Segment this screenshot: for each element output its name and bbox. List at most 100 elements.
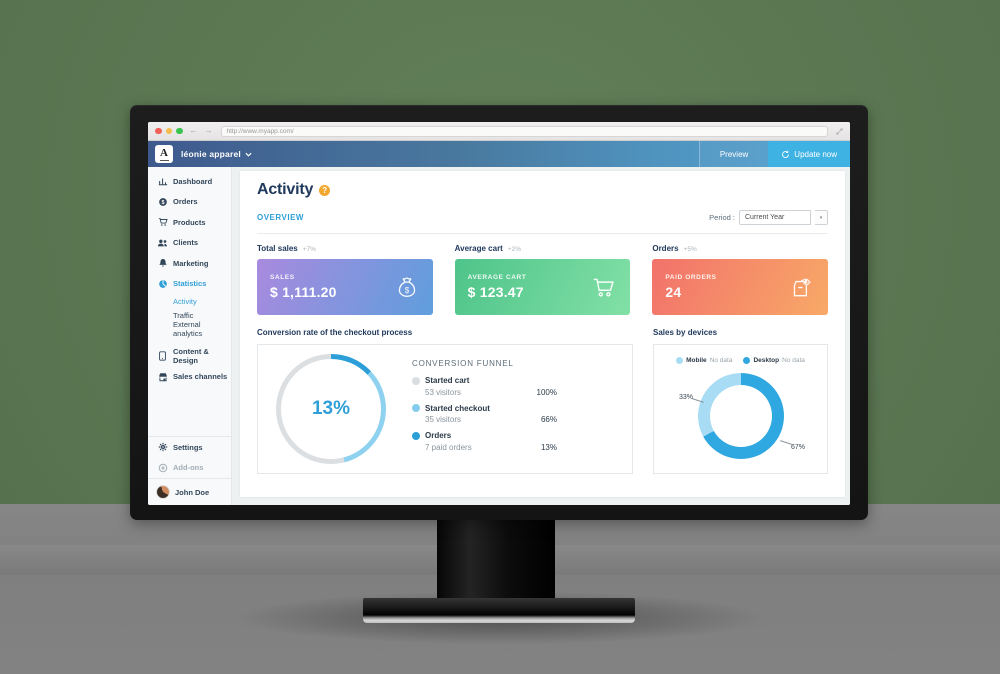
paid-orders-card: PAID ORDERS 24 [652, 259, 829, 315]
back-icon[interactable]: ← [189, 126, 198, 135]
orders-label: Orders [652, 244, 679, 253]
sidebar-item-settings[interactable]: Settings [148, 437, 231, 458]
step-detail: 7 paid orders [425, 442, 472, 452]
sidebar-item-label: Products [173, 217, 206, 227]
minimize-window-icon[interactable] [165, 127, 172, 135]
gear-icon [157, 442, 168, 452]
average-cart-card-value: $ 123.47 [467, 284, 524, 300]
step-name: Orders [425, 431, 452, 441]
monitor-stand-base [363, 598, 635, 623]
step-name: Started cart [425, 376, 470, 386]
desktop-leader-line [780, 440, 792, 445]
tab-overview[interactable]: OVERVIEW [257, 213, 304, 222]
sidebar-item-label: Statistics [173, 279, 207, 289]
sidebar-item-products[interactable]: Products [148, 212, 231, 233]
devices-section-title: Sales by devices [653, 328, 718, 337]
paid-orders-card-value: 24 [665, 284, 682, 300]
sidebar-item-dashboard[interactable]: Dashboard [148, 171, 231, 192]
preview-label: Preview [719, 149, 749, 159]
sidebar-subitem-traffic[interactable]: Traffic [148, 308, 231, 322]
url-input[interactable]: http://www.myapp.com/ [220, 125, 828, 137]
conversion-funnel-panel: 13% CONVERSION FUNNEL Started cart [257, 344, 633, 474]
monitor-stand-neck [437, 518, 555, 602]
orders-delta: +5% [683, 246, 697, 253]
svg-text:$: $ [161, 200, 164, 206]
average-cart-card: AVERAGE CART $ 123.47 [454, 259, 631, 315]
sales-by-devices-panel: Mobile No data Desktop No data [653, 344, 828, 474]
total-sales-delta: +7% [302, 246, 316, 253]
conversion-rate-value: 13% [311, 398, 351, 419]
store-logo: A [155, 145, 173, 163]
average-cart-delta: +2% [507, 246, 522, 253]
browser-bar: ← → http://www.myapp.com/ [148, 122, 850, 141]
mobile-percent-label: 33% [679, 394, 694, 401]
sidebar-item-label: Settings [173, 442, 203, 452]
money-bag-icon: $ [394, 274, 420, 300]
coin-icon: $ [157, 197, 168, 207]
total-sales-label: Total sales [257, 244, 298, 253]
sidebar-subitem-external-analytics[interactable]: External analytics [148, 320, 231, 338]
storefront-icon [157, 372, 168, 382]
sidebar-item-label: Clients [173, 238, 199, 248]
funnel-step-started-cart: Started cart 53 visitors 100% [412, 376, 557, 397]
sidebar-subitem-label: Traffic [173, 310, 194, 320]
period-select-arrow[interactable]: ▾ [815, 210, 828, 225]
sidebar-subitem-label: External analytics [173, 320, 203, 338]
bar-chart-icon [157, 176, 168, 186]
cart-icon [157, 217, 168, 227]
pie-chart-icon [157, 279, 168, 289]
activity-panel: Activity ? OVERVIEW Period : Current Yea… [240, 171, 845, 497]
resize-icon[interactable] [836, 127, 843, 135]
started-checkout-dot [412, 404, 420, 413]
app-topnav: A léonie apparel Preview Update now [148, 141, 850, 167]
svg-text:$: $ [404, 286, 409, 295]
user-menu[interactable]: John Doe [148, 479, 231, 505]
close-window-icon[interactable] [155, 127, 162, 135]
devices-legend: Mobile No data Desktop No data [654, 357, 827, 364]
sidebar-item-sales-channels[interactable]: Sales channels [148, 367, 231, 388]
bell-icon [157, 258, 168, 268]
sidebar-item-marketing[interactable]: Marketing [148, 253, 231, 274]
sidebar-item-label: Add-ons [173, 463, 204, 473]
sidebar-item-add-ons[interactable]: Add-ons [148, 458, 231, 479]
help-icon[interactable]: ? [319, 184, 331, 196]
sidebar-item-orders[interactable]: $ Orders [148, 192, 231, 213]
sidebar-subitem-activity[interactable]: Activity [148, 294, 231, 308]
sidebar-item-label: Sales channels [173, 372, 228, 382]
update-now-button[interactable]: Update now [768, 141, 850, 167]
store-name: léonie apparel [181, 149, 241, 159]
desktop-dot [743, 357, 751, 364]
step-percent: 13% [540, 442, 557, 452]
funnel-step-started-checkout: Started checkout 35 visitors 66% [412, 404, 557, 425]
average-cart-label: Average cart [454, 244, 503, 253]
sales-card: SALES $ 1,111.20 $ [257, 259, 433, 315]
sidebar-item-statistics[interactable]: Statistics [148, 274, 231, 295]
chevron-down-icon [245, 152, 252, 157]
sidebar: Dashboard $ Orders Products [148, 167, 232, 505]
sidebar-item-content-design[interactable]: Content & Design [148, 346, 231, 367]
preview-button[interactable]: Preview [698, 141, 769, 167]
conversion-section-title: Conversion rate of the checkout process [257, 328, 413, 337]
desktop-percent-label: 67% [790, 444, 805, 451]
period-select[interactable]: Current Year [739, 210, 811, 225]
users-icon [157, 238, 168, 248]
shopping-cart-icon [590, 274, 617, 300]
sidebar-item-label: Orders [173, 197, 198, 207]
step-detail: 53 visitors [425, 387, 462, 397]
sales-card-label: SALES [270, 274, 295, 281]
step-detail: 35 visitors [425, 415, 462, 425]
plus-circle-icon [157, 463, 168, 473]
period-value: Current Year [745, 214, 785, 221]
refresh-icon [781, 150, 790, 159]
paid-orders-card-label: PAID ORDERS [665, 274, 717, 281]
funnel-step-orders: Orders 7 paid orders 13% [412, 431, 557, 452]
user-name: John Doe [175, 487, 210, 497]
update-now-label: Update now [794, 149, 837, 159]
sidebar-item-clients[interactable]: Clients [148, 233, 231, 254]
orders-dot [412, 431, 420, 440]
store-switcher[interactable]: A léonie apparel [148, 141, 252, 167]
mobile-status: No data [709, 357, 733, 364]
monitor-frame: ← → http://www.myapp.com/ A léonie appar… [130, 105, 868, 520]
maximize-window-icon[interactable] [176, 127, 183, 135]
forward-icon[interactable]: → [204, 126, 213, 135]
